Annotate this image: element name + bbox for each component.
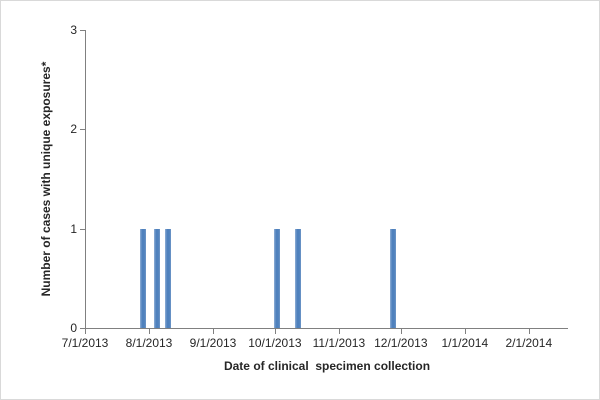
y-tick-mark <box>80 328 85 329</box>
y-tick-mark <box>80 129 85 131</box>
x-axis-title: Date of clinical specimen collection <box>223 359 431 373</box>
bar <box>274 228 280 328</box>
bar <box>154 228 161 328</box>
bar <box>389 228 396 328</box>
x-tick-label: 11/1/2013 <box>312 336 366 350</box>
bar <box>294 228 301 328</box>
x-tick-mark <box>464 329 466 334</box>
x-tick-mark <box>338 329 340 334</box>
bar <box>139 228 146 328</box>
bar <box>164 228 171 328</box>
y-tick-mark <box>80 228 85 230</box>
x-tick-label: 8/1/2013 <box>125 336 173 350</box>
x-tick-mark <box>213 329 214 334</box>
x-tick-label: 12/1/2013 <box>374 336 428 350</box>
x-tick-mark <box>400 329 402 334</box>
y-axis-title: Number of cases with unique exposures* <box>39 61 53 297</box>
x-tick-mark <box>85 329 86 334</box>
y-tick-label: 1 <box>70 221 77 236</box>
x-tick-label: 7/1/2013 <box>61 336 109 350</box>
y-tick-label: 3 <box>70 23 77 37</box>
x-tick-mark <box>149 329 150 334</box>
x-tick-mark <box>528 329 530 334</box>
x-tick-label: 10/1/2013 <box>248 336 302 350</box>
x-axis-line <box>85 328 568 329</box>
y-tick-label: 0 <box>70 321 77 335</box>
x-tick-mark <box>274 329 276 334</box>
y-tick-label: 2 <box>70 122 77 137</box>
x-tick-label: 9/1/2013 <box>189 336 237 350</box>
y-tick-mark <box>80 30 85 31</box>
y-axis-line <box>85 30 86 334</box>
x-tick-label: 2/1/2014 <box>505 336 553 350</box>
x-tick-label: 1/1/2014 <box>441 336 489 350</box>
